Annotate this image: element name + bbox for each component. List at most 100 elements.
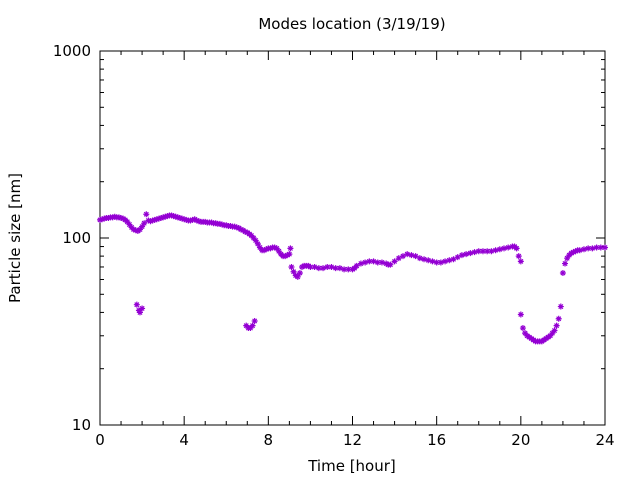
data-point (135, 307, 142, 314)
data-point (252, 237, 259, 244)
data-point (143, 211, 150, 218)
data-point (193, 217, 200, 224)
data-point (429, 258, 436, 265)
data-point (467, 250, 474, 257)
data-point (256, 244, 263, 251)
data-point (275, 248, 282, 255)
data-point (484, 248, 491, 255)
data-point (263, 246, 270, 253)
data-point (378, 259, 385, 266)
data-point (160, 214, 167, 221)
data-point (383, 260, 390, 267)
y-axis-label: Particle size [nm] (6, 173, 24, 303)
data-point (115, 214, 122, 221)
data-point (254, 240, 261, 247)
data-point (357, 260, 364, 267)
data-point (492, 247, 499, 254)
data-point (179, 215, 186, 222)
data-point (463, 251, 470, 258)
data-point (549, 330, 556, 337)
data-point (118, 214, 125, 221)
ticks (99, 50, 606, 426)
data-point (589, 245, 596, 252)
data-point (568, 250, 575, 257)
data-point (395, 255, 402, 262)
data-point (519, 325, 526, 332)
data-point (164, 213, 171, 220)
data-point (168, 212, 175, 219)
x-tick-label: 24 (595, 431, 614, 449)
data-point (557, 303, 564, 310)
data-point (349, 266, 356, 273)
data-point (227, 222, 234, 229)
data-point (336, 265, 343, 272)
data-point (216, 220, 223, 227)
plot-frame (99, 50, 606, 426)
x-tick-label: 16 (427, 431, 446, 449)
data-point (366, 258, 373, 265)
data-point (170, 213, 177, 220)
data-point (139, 305, 146, 312)
data-point (450, 256, 457, 263)
data-point (296, 269, 303, 276)
x-tick-label: 4 (179, 431, 189, 449)
chart-title: Modes location (3/19/19) (258, 15, 445, 33)
data-point (183, 216, 190, 223)
data-point (311, 263, 318, 270)
data-point (174, 214, 181, 221)
data-point (307, 263, 314, 270)
data-point (505, 244, 512, 251)
data-point (151, 216, 158, 223)
data-point (273, 245, 280, 252)
data-point (109, 214, 116, 221)
data-point (580, 246, 587, 253)
data-point (341, 266, 348, 273)
data-point (261, 247, 268, 254)
data-point (501, 245, 507, 252)
data-point (351, 265, 358, 272)
data-point (290, 268, 297, 275)
data-point (149, 217, 156, 224)
data-point (247, 325, 254, 332)
data-point (181, 216, 188, 223)
data-point (437, 259, 444, 266)
data-point (248, 232, 255, 239)
data-point (374, 259, 381, 266)
data-point (391, 258, 398, 265)
data-point (101, 215, 108, 222)
data-point (223, 222, 230, 229)
data-point (315, 265, 322, 272)
data-point (139, 223, 146, 230)
data-point (162, 213, 169, 220)
data-point (243, 322, 250, 329)
data-point (286, 251, 293, 258)
data-point (515, 253, 522, 260)
data-point (271, 244, 278, 251)
x-tick-label: 8 (264, 431, 274, 449)
data-point (324, 263, 331, 270)
data-point (576, 247, 583, 254)
data-point (99, 216, 106, 223)
y-tick-label: 100 (62, 229, 91, 247)
data-point (141, 220, 148, 227)
data-point (105, 214, 112, 221)
data-point (153, 216, 160, 223)
data-point (124, 218, 131, 225)
data-point (553, 322, 560, 329)
data-point (412, 253, 419, 260)
data-point (517, 311, 524, 318)
data-point (147, 218, 154, 225)
data-point (425, 257, 432, 264)
data-point (602, 244, 608, 251)
data-point (559, 269, 566, 276)
data-point (446, 257, 453, 264)
data-point (251, 317, 258, 324)
data-point (332, 265, 339, 272)
data-point (208, 219, 215, 226)
data-point (370, 258, 377, 265)
data-point (187, 217, 194, 224)
data-point (231, 223, 238, 230)
data-point (562, 260, 569, 267)
x-tick-label: 0 (95, 431, 105, 449)
data-point (97, 216, 103, 223)
